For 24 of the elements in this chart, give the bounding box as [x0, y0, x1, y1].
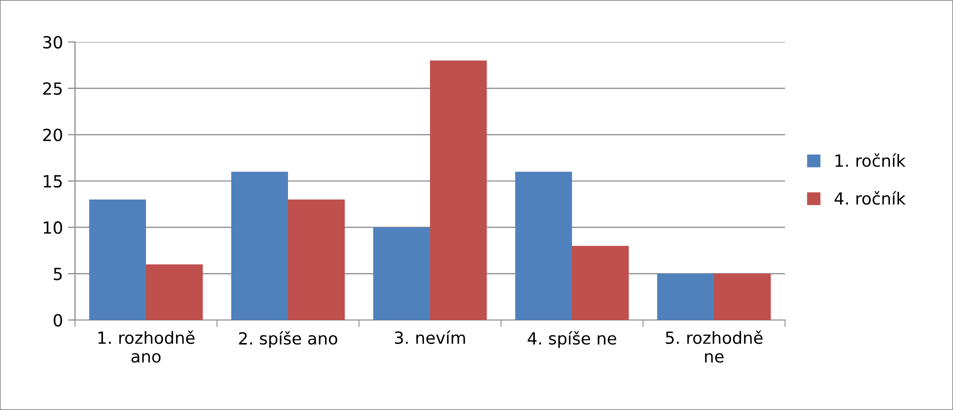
bar: [657, 274, 714, 320]
x-tick-label: 1. rozhodně ano: [98, 330, 195, 363]
y-tick-label: 25: [43, 82, 62, 95]
legend-label: 1. ročník: [836, 153, 906, 167]
y-tick-label: 20: [43, 128, 62, 142]
y-tick-label: 5: [54, 268, 62, 280]
x-tick-label: 3. nevím: [394, 330, 465, 344]
bar: [288, 200, 345, 320]
bar: [515, 172, 572, 320]
bar: [89, 200, 146, 320]
bar: [572, 246, 629, 320]
x-tick-label: 4. spíše ne: [528, 331, 616, 348]
x-tick-label: 2. spíše ano: [239, 331, 338, 348]
bar: [146, 264, 203, 320]
bar: [231, 172, 288, 320]
bar: [373, 227, 430, 320]
y-tick-label: 0: [54, 314, 62, 327]
bar: [430, 60, 487, 320]
y-tick-label: 10: [44, 221, 62, 234]
bar: [714, 274, 771, 320]
y-tick-label: 15: [44, 175, 62, 188]
y-tick-label: 30: [43, 36, 62, 49]
x-tick-label: 5. rozhodně ne: [666, 330, 763, 363]
legend-label: 4. ročník: [834, 191, 906, 205]
